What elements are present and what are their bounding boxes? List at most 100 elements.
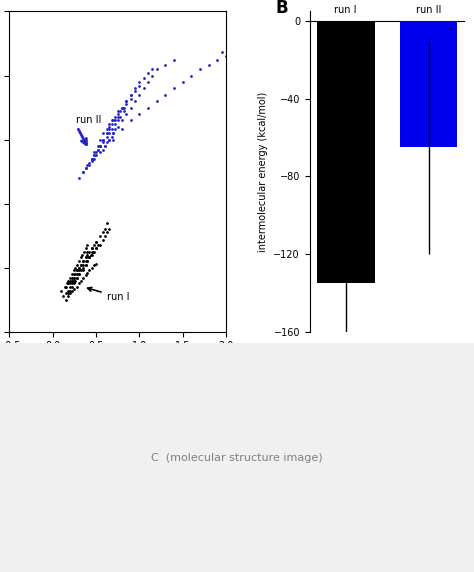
Text: B: B (276, 0, 288, 17)
Point (145, 69, 152, 78)
Point (101, 225, 109, 234)
Point (70, 265, 77, 275)
Bar (317, 21, 375, 283)
Point (79, 273, 87, 283)
Point (79, 257, 87, 266)
Point (68, 279, 76, 288)
Point (123, 97, 130, 106)
Point (118, 116, 126, 125)
Point (162, 90, 169, 100)
Point (84, 257, 91, 266)
Point (196, 65, 204, 74)
Point (111, 112, 119, 121)
Point (92, 259, 100, 268)
Point (73, 265, 81, 275)
Point (92, 237, 100, 247)
Point (82, 253, 90, 262)
Point (91, 240, 98, 249)
Point (88, 248, 96, 257)
Point (68, 269, 76, 279)
Point (118, 125, 126, 134)
Point (105, 122, 113, 132)
Point (145, 77, 152, 86)
Point (88, 154, 96, 164)
Point (103, 137, 110, 146)
Point (64, 276, 72, 285)
Point (84, 240, 91, 249)
Point (105, 125, 113, 134)
Point (103, 129, 110, 138)
Point (61, 283, 69, 292)
Point (68, 273, 76, 283)
Point (82, 244, 90, 253)
Point (64, 279, 72, 288)
Point (94, 145, 102, 154)
Point (59, 291, 67, 300)
Point (75, 263, 82, 272)
Point (62, 295, 70, 304)
Point (75, 257, 82, 266)
Point (62, 283, 70, 292)
Point (68, 283, 76, 292)
Point (82, 261, 90, 270)
Point (82, 271, 90, 280)
Point (84, 161, 91, 170)
Point (149, 65, 156, 74)
Point (66, 289, 74, 298)
Point (99, 129, 107, 138)
Point (66, 279, 74, 288)
Point (109, 129, 117, 138)
Point (71, 269, 78, 279)
Point (94, 240, 102, 249)
Point (123, 97, 130, 106)
Point (101, 141, 109, 150)
Point (71, 276, 78, 285)
Point (70, 279, 77, 288)
Point (105, 129, 113, 138)
Point (117, 107, 124, 116)
Point (214, 55, 221, 65)
Point (79, 261, 87, 270)
Point (68, 286, 76, 295)
Point (71, 273, 78, 283)
Point (84, 268, 91, 277)
Point (73, 261, 81, 270)
Point (108, 125, 116, 134)
Point (64, 291, 72, 300)
Point (108, 116, 116, 125)
Point (58, 286, 65, 295)
Point (103, 129, 110, 138)
Point (75, 269, 82, 279)
Point (109, 116, 117, 125)
Point (108, 120, 116, 129)
Point (91, 261, 98, 270)
Point (85, 253, 93, 262)
Point (84, 257, 91, 266)
Point (123, 109, 130, 118)
Point (91, 248, 98, 257)
Point (114, 109, 122, 118)
Point (120, 103, 128, 112)
Point (109, 129, 117, 138)
Point (114, 116, 122, 125)
Point (75, 263, 82, 272)
Point (79, 257, 87, 266)
Point (77, 276, 84, 285)
Point (127, 116, 135, 125)
X-axis label: RMSD from lowest energy structure (Å): RMSD from lowest energy structure (Å) (22, 357, 214, 369)
Point (92, 148, 100, 157)
Point (103, 227, 110, 236)
Point (179, 77, 187, 86)
Point (85, 161, 93, 170)
Point (73, 283, 81, 292)
Point (94, 145, 102, 154)
Point (91, 150, 98, 160)
Point (82, 261, 90, 270)
Point (85, 158, 93, 167)
Point (97, 231, 104, 240)
Point (66, 283, 74, 292)
Point (92, 237, 100, 247)
Point (88, 154, 96, 164)
Point (75, 173, 82, 182)
Point (114, 112, 122, 121)
